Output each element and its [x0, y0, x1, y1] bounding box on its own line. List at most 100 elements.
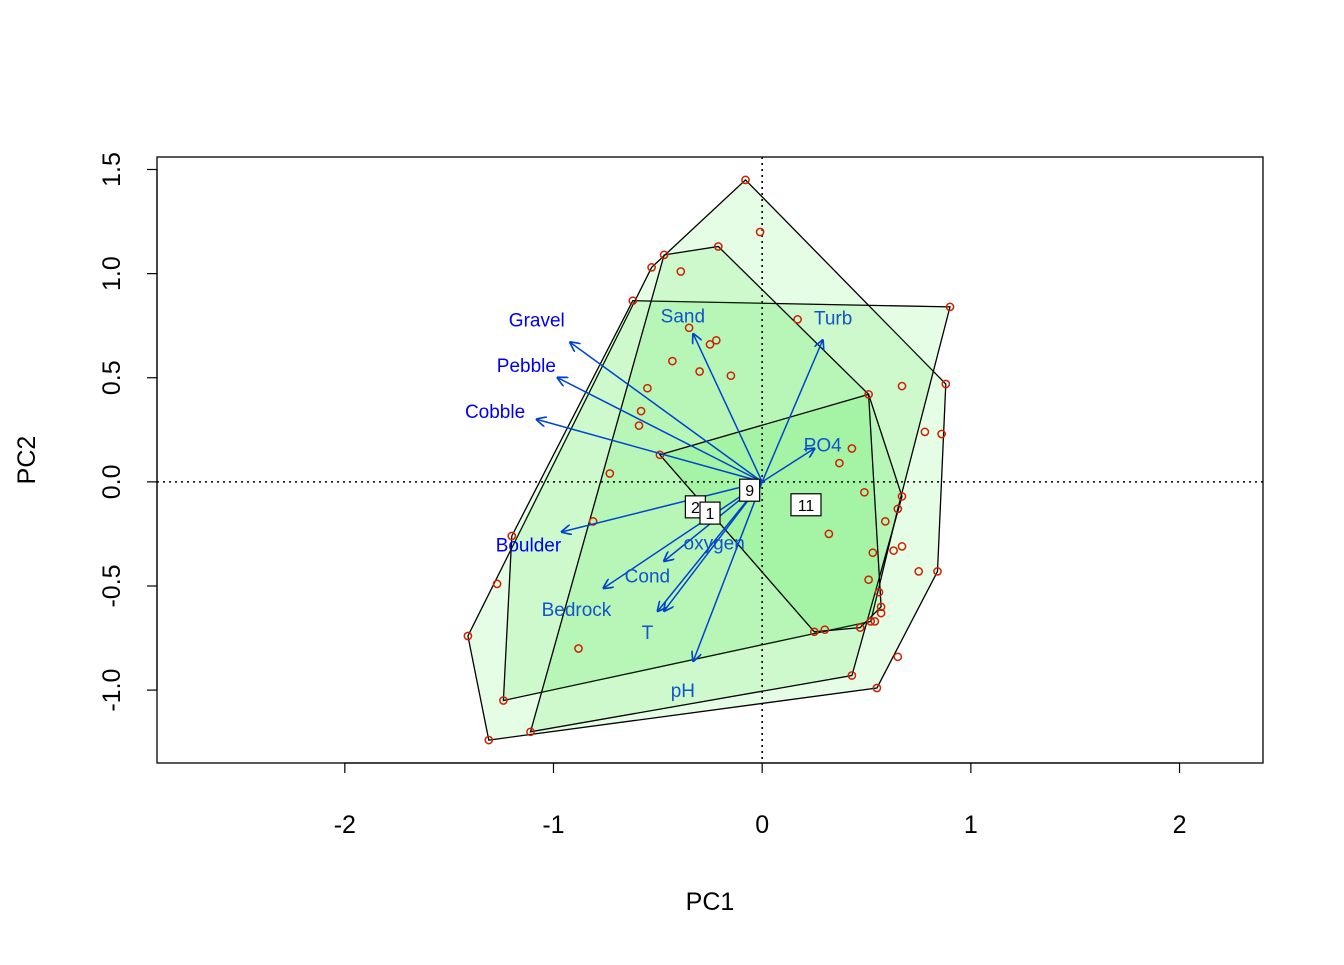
data-point — [855, 623, 865, 632]
loading-arrow-cobble — [537, 419, 763, 483]
data-point — [945, 302, 955, 312]
group-label-text: 11 — [798, 498, 815, 515]
data-point — [668, 356, 677, 366]
data-point — [893, 652, 903, 662]
arrow-label-gravel: Gravel — [509, 310, 565, 331]
arrow-label-cobble: Cobble — [465, 402, 525, 423]
points-layer — [463, 175, 955, 745]
data-point — [864, 390, 873, 399]
x-tick-label: -2 — [334, 811, 356, 839]
loading-arrow-cond — [604, 481, 763, 588]
data-point — [941, 379, 951, 389]
arrow-label-turb: Turb — [814, 308, 852, 329]
data-point — [643, 383, 652, 393]
axes-layer: -2 -1 0 1 2-1.0-0.50.00.51.01.5 — [98, 152, 1186, 839]
data-point — [726, 371, 736, 381]
data-point — [847, 671, 857, 680]
data-point — [507, 531, 517, 541]
data-point — [880, 517, 890, 526]
arrow-label-cond: Cond — [625, 567, 670, 588]
group-label-text: 1 — [706, 506, 715, 523]
data-point — [897, 492, 907, 501]
data-point — [914, 567, 924, 576]
group-labels-layer: 92 1 11 — [684, 478, 822, 525]
data-point — [676, 267, 686, 276]
data-point — [874, 587, 884, 597]
data-point — [684, 323, 694, 333]
arrows-layer: Gravel Pebble Cobble Sand Turb PO4 Boulder oxyg… — [465, 306, 852, 702]
arrow-label-oxygen: oxygen — [684, 533, 745, 554]
data-point — [866, 617, 876, 626]
group-label-text: 9 — [745, 483, 754, 500]
y-tick-label: -1.0 — [98, 669, 126, 712]
arrow-label-pebble: Pebble — [497, 356, 556, 377]
group-label-box — [790, 493, 822, 517]
data-point — [824, 529, 834, 539]
hull-polygon-1 — [467, 178, 947, 741]
data-point — [889, 546, 898, 555]
group-label-1: 1 — [699, 501, 721, 525]
y-tick-label: -0.5 — [98, 564, 126, 607]
data-point — [634, 421, 644, 430]
data-point — [695, 367, 704, 376]
data-point — [876, 602, 886, 612]
data-point — [741, 175, 750, 185]
data-point — [870, 617, 880, 626]
arrow-label-t: T — [642, 623, 654, 644]
data-point — [628, 296, 638, 306]
data-point — [605, 469, 615, 478]
y-tick-label: 1.0 — [98, 256, 126, 291]
group-label-box — [739, 478, 761, 502]
data-point — [499, 696, 508, 705]
x-tick-label: 0 — [755, 811, 769, 839]
data-point — [705, 340, 715, 349]
x-axis-title: PC1 — [686, 888, 735, 916]
loading-arrow-sand — [693, 334, 763, 483]
data-point — [872, 683, 882, 693]
data-point — [860, 487, 869, 497]
data-point — [893, 504, 903, 514]
data-point — [820, 625, 830, 635]
data-point — [876, 608, 886, 618]
data-point — [574, 644, 583, 653]
data-point — [933, 567, 942, 576]
data-point — [835, 458, 844, 468]
data-point — [484, 735, 494, 745]
data-point — [636, 406, 646, 416]
loading-arrow-ph — [693, 481, 763, 661]
loading-arrow-pebble — [558, 378, 763, 483]
data-point — [647, 263, 656, 272]
data-point — [659, 250, 669, 260]
data-point — [937, 429, 946, 439]
y-tick-label: 1.5 — [98, 152, 126, 187]
data-point — [463, 631, 473, 641]
reference-lines — [157, 157, 1263, 763]
group-label-box — [699, 501, 721, 525]
arrow-label-sand: Sand — [661, 306, 705, 327]
data-point — [793, 315, 802, 324]
group-label-9: 9 — [739, 478, 761, 502]
x-tick-label: -1 — [542, 811, 564, 839]
x-tick-label: 1 — [964, 811, 978, 839]
data-point — [526, 727, 535, 737]
arrow-label-bedrock: Bedrock — [542, 600, 612, 621]
loading-arrow-t — [664, 481, 763, 611]
group-label-text: 2 — [691, 500, 700, 517]
data-point — [755, 227, 765, 237]
data-point — [868, 548, 878, 558]
x-tick-label: 2 — [1173, 811, 1187, 839]
data-point — [864, 575, 873, 585]
data-point — [713, 242, 723, 251]
data-point — [920, 427, 930, 437]
loading-arrow-turb — [761, 340, 823, 483]
arrow-label-boulder: Boulder — [496, 535, 562, 556]
loading-arrow-gravel — [570, 342, 763, 483]
group-label-11: 11 — [790, 493, 822, 517]
loading-arrow-bedrock — [658, 481, 763, 611]
y-tick-label: 0.0 — [98, 464, 126, 499]
data-point — [897, 542, 907, 551]
data-point — [588, 517, 598, 526]
loading-arrow-boulder — [562, 481, 763, 532]
